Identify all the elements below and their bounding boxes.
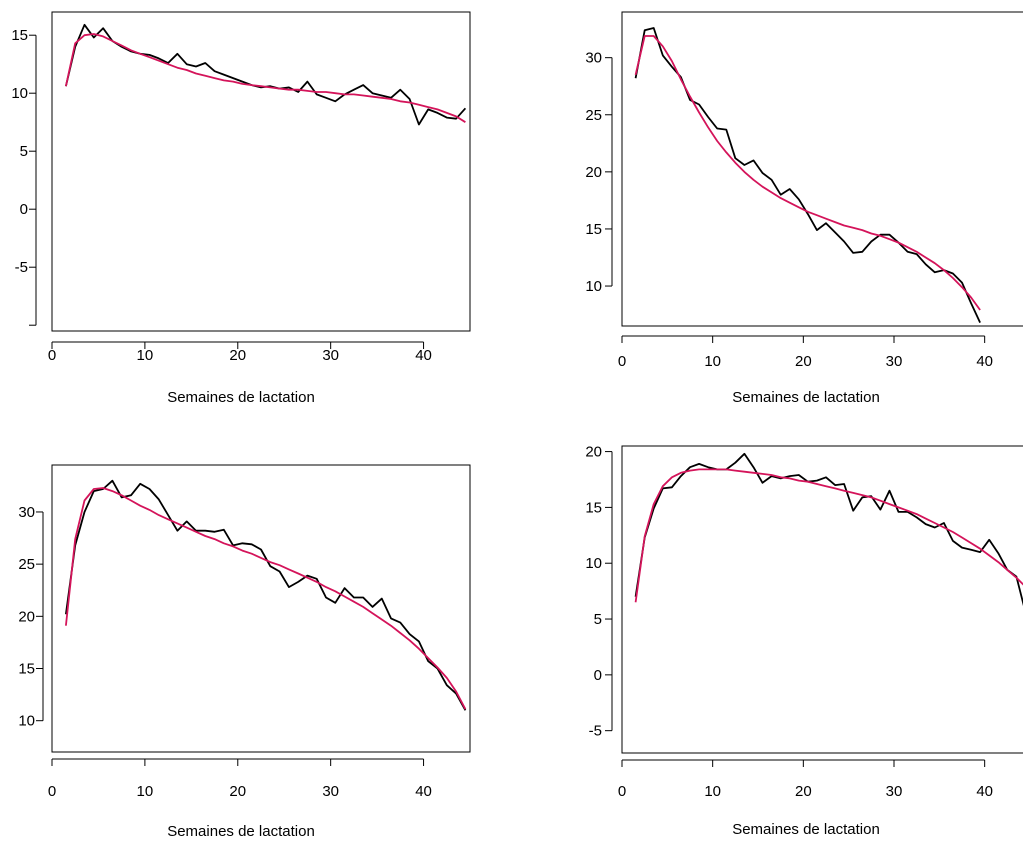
y-tick-label: 15 (585, 221, 602, 238)
x-tick-label: 30 (886, 783, 903, 800)
x-axis-title: Semaines de lactation (167, 823, 315, 840)
panel-bottom-left: 0 10 20 30 40 10 15 20 25 30 Semaines de lactation (18, 464, 471, 840)
y-tick-label: 25 (18, 556, 35, 573)
y-tick-label: 20 (18, 608, 35, 625)
y-tick-label: 30 (18, 504, 35, 521)
x-tick-label: 0 (618, 353, 626, 370)
y-tick-label: 10 (11, 85, 28, 102)
plot-frame (621, 445, 1023, 754)
y-tick-label: 10 (585, 555, 602, 572)
fitted-curve (634, 468, 1023, 603)
y-tick-label: -5 (15, 259, 28, 276)
x-tick-label: 40 (415, 783, 432, 800)
y-tick-label: 10 (585, 278, 602, 295)
x-tick-label: 0 (48, 783, 56, 800)
x-tick-label: 10 (137, 783, 154, 800)
observed-curve (634, 452, 1023, 607)
y-tick-label: 25 (585, 107, 602, 124)
x-tick-label: 40 (415, 347, 432, 364)
y-tick-label: 10 (18, 713, 35, 730)
x-axis-title: Semaines de lactation (732, 821, 880, 838)
panel-top-right: 0 10 20 30 40 10 15 20 25 30 Semaines de lactation (585, 11, 1023, 406)
y-tick-label: 30 (585, 50, 602, 67)
y-tick-label: 5 (20, 143, 28, 160)
x-tick-label: 10 (704, 353, 721, 370)
panel-top-left: 0 10 20 30 40 -5 0 5 10 15 Semaines de lactation (11, 11, 471, 406)
y-tick-label: 15 (18, 661, 35, 678)
panel-bottom-right: 0 10 20 30 40 -5 0 5 10 15 20 Semaines de lactation (585, 444, 1023, 838)
observed-curve (65, 479, 467, 711)
observed-curve (65, 23, 467, 126)
x-tick-label: 30 (322, 783, 339, 800)
x-tick-label: 30 (886, 353, 903, 370)
x-tick-label: 40 (976, 353, 993, 370)
x-tick-label: 10 (704, 783, 721, 800)
x-tick-label: 20 (795, 353, 812, 370)
y-tick-label: 5 (594, 611, 602, 628)
y-tick-label: 0 (20, 201, 28, 218)
x-tick-label: 0 (618, 783, 626, 800)
x-tick-label: 10 (137, 347, 154, 364)
fitted-curve (634, 35, 981, 311)
plot-frame (51, 11, 471, 332)
x-axis-title: Semaines de lactation (732, 389, 880, 406)
x-tick-label: 20 (795, 783, 812, 800)
y-tick-label: 15 (585, 499, 602, 516)
fitted-curve (65, 33, 466, 123)
y-tick-label: 20 (585, 164, 602, 181)
y-tick-label: 15 (11, 27, 28, 44)
x-tick-label: 20 (229, 783, 246, 800)
x-tick-label: 0 (48, 347, 56, 364)
observed-curve (634, 27, 981, 323)
plot-frame (621, 11, 1023, 327)
y-tick-label: -5 (589, 723, 602, 740)
x-axis-title: Semaines de lactation (167, 389, 315, 406)
x-tick-label: 20 (229, 347, 246, 364)
y-tick-label: 20 (585, 444, 602, 461)
fitted-curve (65, 487, 467, 710)
x-tick-label: 40 (976, 783, 993, 800)
y-tick-label: 0 (594, 667, 602, 684)
plot-frame (51, 464, 471, 753)
x-tick-label: 30 (322, 347, 339, 364)
